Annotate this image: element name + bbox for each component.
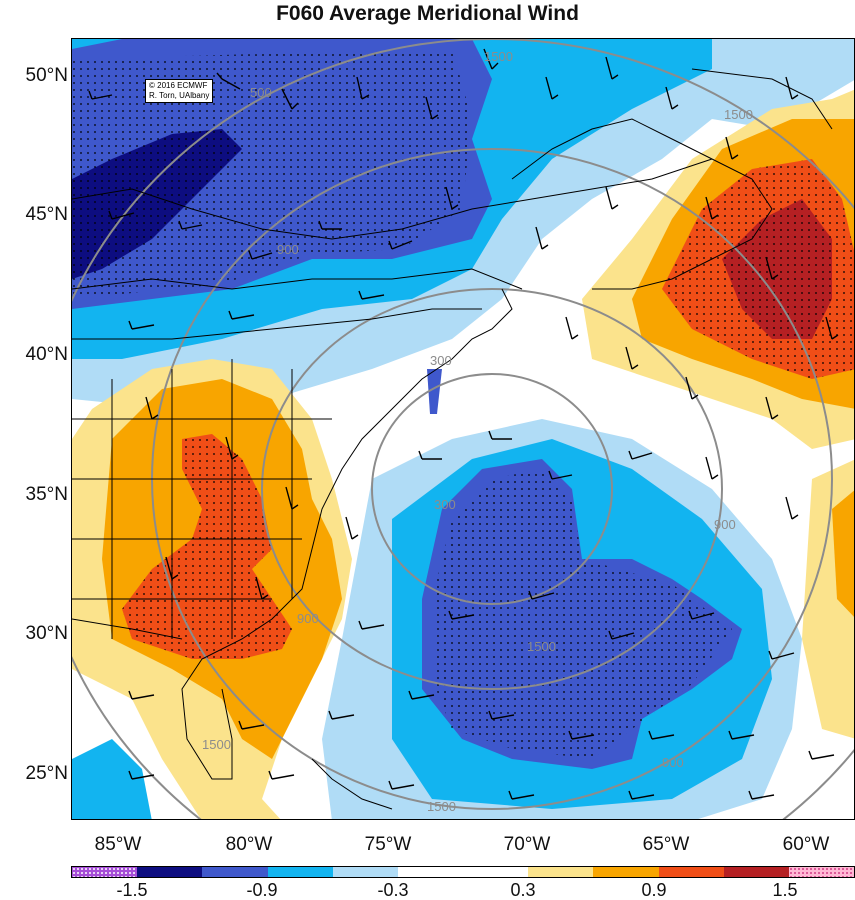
contour-label: 1500 [527,639,556,654]
colorbar-swatch [463,867,529,877]
lat-label: 25°N [25,763,68,784]
colorbar-label: 0.9 [641,880,667,900]
lat-label: 45°N [25,204,68,225]
lon-label: 75°W [364,834,412,855]
lon-label: 85°W [94,834,142,855]
colorbar-label: -0.3 [377,880,409,900]
colorbar-swatch [528,867,594,877]
stipple-blue-north [72,49,472,299]
colorbar-label: 1.5 [772,880,798,900]
contour-label: 300 [430,353,452,368]
contour-label: 1500 [484,49,513,64]
field-blue-islet [427,369,442,414]
boundaries [72,68,833,810]
contour-label: 500 [250,85,272,100]
contour-label: 900 [714,517,736,532]
colorbar-swatch [72,867,138,877]
contour-label: 300 [434,497,456,512]
lon-label: 80°W [225,834,273,855]
lon-label: 65°W [642,834,690,855]
wind-barbs [88,48,839,800]
colorbar-label: 0.3 [510,880,536,900]
lat-label: 30°N [25,623,68,644]
contour-label: 900 [277,242,299,257]
field-yellow-south-central [202,779,281,819]
lat-label: 35°N [25,484,68,505]
field-orange-east-edge [832,490,854,617]
colorbar-swatch [593,867,659,877]
colorbar-swatch [137,867,203,877]
colorbar-swatch [202,867,268,877]
map-title: F060 Average Meridional Wind [276,2,579,25]
lat-label: 50°N [25,65,68,86]
stipple-blue-southeast [432,469,732,759]
contour-label: 1500 [724,107,753,122]
colorbar-swatch [658,867,724,877]
colorbar-swatch [332,867,398,877]
colorbar-swatch [788,867,855,877]
stipple-red-southeast-us [122,434,292,659]
copyright-notice: © 2016 ECMWF R. Torn, UAlbany [145,79,214,103]
copyright-line: © 2016 ECMWF [149,81,208,90]
colorbar [71,866,855,878]
colorbar-label: -1.5 [116,880,148,900]
lat-label: 40°N [25,344,68,365]
lon-label: 60°W [782,834,830,855]
map-panel: 1500 500 1500 900 300 300 900 900 1500 1… [71,38,855,820]
map-canvas: 1500 500 1500 900 300 300 900 900 1500 1… [72,39,854,819]
field-cyan-southwest [72,739,152,819]
lon-label: 70°W [503,834,551,855]
contour-label: 900 [297,611,319,626]
colorbar-label: -0.9 [246,880,278,900]
contour-label: 900 [662,755,684,770]
credit-line: R. Torn, UAlbany [149,91,210,100]
contour-label: 1500 [427,799,456,814]
colorbar-swatch [397,867,464,877]
contour-label: 1500 [202,737,231,752]
colorbar-swatch [723,867,789,877]
colorbar-swatch [267,867,333,877]
